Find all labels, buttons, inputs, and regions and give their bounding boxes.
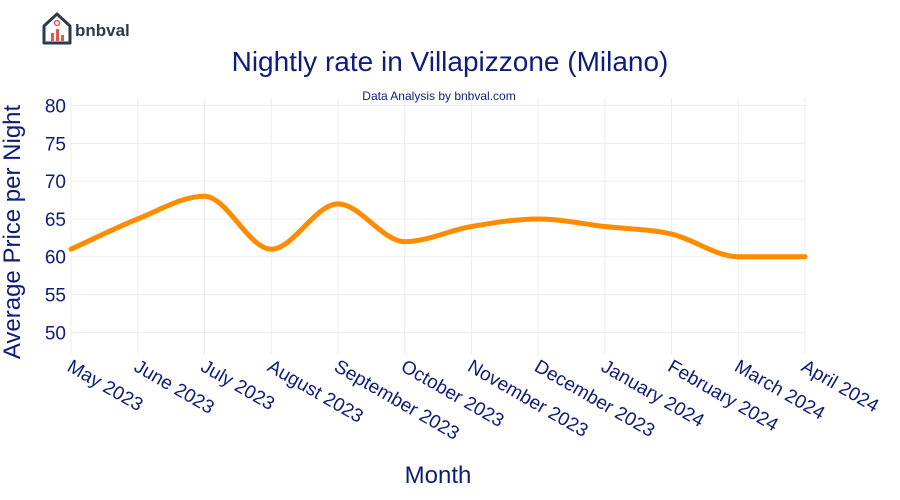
data-point: [669, 231, 675, 237]
y-tick-label: 55: [45, 286, 66, 307]
y-tick-label: 50: [45, 323, 66, 344]
data-point: [602, 224, 608, 229]
data-point: [268, 246, 274, 252]
chart-title: Nightly rate in Villapizzone (Milano): [232, 46, 669, 77]
y-axis-ticks: 50 55 60 65 70 75 80: [45, 97, 66, 345]
y-tick-label: 60: [45, 248, 66, 269]
data-point: [335, 201, 341, 207]
series-layer: [68, 193, 808, 260]
data-point: [68, 246, 74, 252]
x-tick-label: February 2024: [664, 356, 782, 436]
data-point: [135, 216, 141, 222]
x-axis-label: Month: [405, 462, 472, 489]
grid: [70, 98, 806, 355]
data-point: [535, 216, 541, 222]
y-tick-label: 65: [45, 210, 66, 231]
y-tick-label: 80: [45, 97, 66, 118]
data-point: [402, 239, 408, 245]
x-tick-label: May 2023: [64, 356, 147, 416]
data-point: [201, 193, 207, 199]
house-chart-icon: [42, 12, 72, 45]
data-point: [735, 254, 741, 260]
brand-logo: bnbval: [42, 12, 130, 45]
series-line: [68, 193, 808, 260]
data-point: [802, 254, 808, 260]
data-point: [468, 224, 474, 229]
y-axis-label: Average Price per Night: [0, 104, 26, 359]
y-tick-label: 75: [45, 134, 66, 155]
brand-name: bnbval: [75, 21, 130, 40]
chart-subtitle: Data Analysis by bnbval.com: [362, 89, 515, 103]
y-tick-label: 70: [45, 172, 66, 193]
